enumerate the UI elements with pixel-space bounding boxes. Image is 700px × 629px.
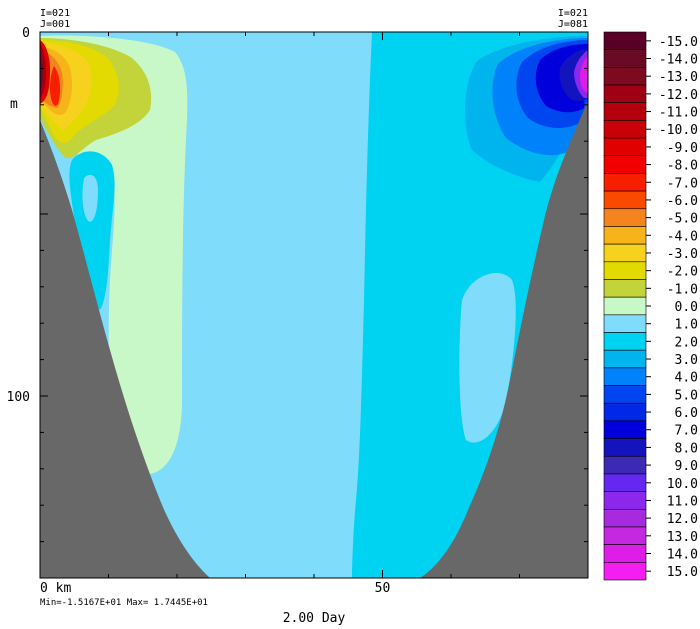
legend-label: 5.0	[675, 388, 698, 403]
legend-label: -14.0	[659, 53, 698, 68]
legend-swatch	[603, 120, 647, 139]
contour-lens	[459, 272, 516, 443]
terrain-right	[420, 100, 588, 578]
legend-swatch	[603, 49, 647, 68]
legend-label: 14.0	[667, 547, 698, 562]
legend-swatch	[603, 137, 647, 157]
corner-label-top-right-j: J=081	[558, 19, 588, 30]
legend-label: 4.0	[675, 371, 698, 386]
x-tick-label: 50	[375, 581, 391, 596]
legend-swatch	[603, 155, 647, 174]
legend-label: -2.0	[667, 265, 698, 280]
legend-label: 7.0	[675, 424, 698, 439]
legend-label: -10.0	[659, 123, 698, 138]
time-label: 2.00 Day	[283, 611, 346, 626]
legend-swatch	[603, 385, 647, 404]
legend-swatch	[603, 508, 647, 528]
legend-label: 15.0	[667, 565, 698, 580]
legend-swatch	[603, 367, 647, 386]
contour-left-cyan	[69, 151, 115, 310]
legend-label: -5.0	[667, 212, 698, 227]
corner-label-top-left-i: I=021	[40, 8, 70, 19]
legend-swatch	[603, 491, 647, 510]
contour-left-lightblue	[82, 174, 98, 222]
legend-label: 0.0	[675, 300, 698, 315]
legend-swatch	[603, 332, 647, 351]
legend-label: 13.0	[667, 530, 698, 545]
legend-label: 9.0	[675, 459, 698, 474]
legend-label: 3.0	[675, 353, 698, 368]
legend-label: 1.0	[675, 318, 698, 333]
legend-swatch	[603, 279, 647, 298]
legend-swatch	[603, 314, 647, 333]
legend-swatch	[603, 402, 647, 422]
y-unit-label: m	[10, 97, 18, 112]
legend-swatch	[603, 208, 647, 227]
legend-label: 6.0	[675, 406, 698, 421]
legend-swatch	[603, 31, 647, 50]
legend-label: -11.0	[659, 106, 698, 121]
legend-label: 8.0	[675, 441, 698, 456]
legend-label: -12.0	[659, 88, 698, 103]
min-max-stats: Min=-1.5167E+01 Max= 1.7445E+01	[40, 598, 208, 608]
legend-swatch	[603, 261, 647, 280]
legend-swatch	[603, 473, 647, 492]
corner-label-top-left-j: J=001	[40, 19, 70, 30]
legend-swatch	[603, 544, 647, 563]
legend-swatch	[603, 84, 647, 104]
legend-swatch	[603, 243, 647, 263]
legend-label: -8.0	[667, 159, 698, 174]
legend-label: -15.0	[659, 35, 698, 50]
legend-swatch	[603, 562, 647, 581]
x-tick-label: 0 km	[40, 581, 71, 596]
legend-label: -13.0	[659, 70, 698, 85]
legend-swatch	[603, 102, 647, 121]
y-tick-label: 100	[7, 390, 30, 405]
corner-label-top-right-i: I=021	[558, 8, 588, 19]
contour-positive-13	[580, 56, 588, 94]
y-tick-label: 0	[22, 26, 30, 41]
legend-swatch	[603, 349, 647, 369]
legend-label: 12.0	[667, 512, 698, 527]
legend-swatch	[603, 190, 647, 210]
legend-swatch	[603, 455, 647, 475]
legend-label: 10.0	[667, 477, 698, 492]
contour-field	[40, 32, 588, 578]
legend-swatch	[603, 296, 647, 316]
legend-swatch	[603, 526, 647, 545]
legend-label: -4.0	[667, 229, 698, 244]
y-axis: 0 100	[7, 26, 588, 579]
legend-label: -6.0	[667, 194, 698, 209]
legend-swatch	[603, 67, 647, 86]
color-legend: -15.0 -14.0 -13.0 -12.0 -11.0 -10.0 -9.0 -8.0 -7…	[603, 31, 698, 581]
x-axis: 0 km 50	[39, 32, 589, 596]
legend-label: -9.0	[667, 141, 698, 156]
legend-label: 11.0	[667, 494, 698, 509]
contour-negative-14	[40, 52, 43, 92]
legend-label: -1.0	[667, 282, 698, 297]
legend-label: -7.0	[667, 176, 698, 191]
legend-swatch	[603, 438, 647, 457]
legend-swatch	[603, 420, 647, 439]
legend-swatch	[603, 173, 647, 192]
legend-swatch	[603, 226, 647, 245]
legend-label: 2.0	[675, 335, 698, 350]
terrain-left	[40, 120, 210, 578]
contour-negative-7	[50, 66, 61, 106]
legend-label: -3.0	[667, 247, 698, 262]
